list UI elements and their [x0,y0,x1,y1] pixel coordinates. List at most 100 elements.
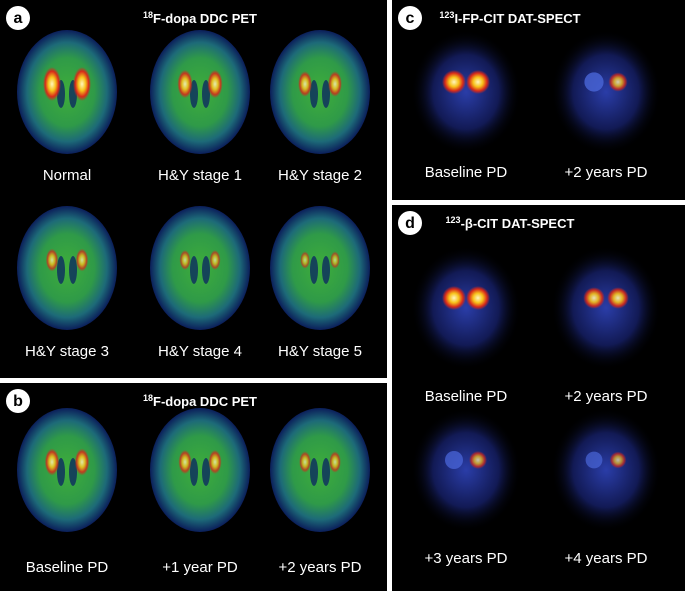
title-superscript: 123 [446,215,461,225]
ventricle [322,80,330,108]
ventricle [310,458,318,486]
brain [551,30,661,154]
ventricle [322,458,330,486]
striatum [179,250,191,270]
ventricle [190,458,198,486]
striatum [585,451,603,469]
brain [17,30,117,154]
title-superscript: 18 [143,393,153,403]
panel-label-badge [398,6,422,30]
striatum [43,67,61,101]
striatum [45,248,59,272]
striatum [329,451,341,473]
scan-image [17,206,117,330]
panel-label: b [13,393,23,410]
image-caption: +4 years PD [565,550,648,567]
striatum [207,69,223,99]
brain [411,408,521,532]
striatum [445,451,463,469]
image-caption: Baseline PD [425,164,508,181]
brain [411,30,521,154]
striatum [178,449,192,475]
brain [150,30,250,154]
title-text: I-FP-CIT DAT-SPECT [454,11,580,26]
panel-title: 123I-FP-CIT DAT-SPECT [439,10,580,26]
scan-image [150,408,250,532]
scan-image [270,206,370,330]
striatum [466,286,490,310]
brain [150,408,250,532]
striatum [466,70,490,94]
scan-image [17,30,117,154]
scan-image [411,246,521,370]
striatum [209,250,221,270]
image-caption: Normal [43,167,91,184]
striatum [298,71,312,97]
ventricle [190,256,198,284]
panel-label-badge [398,211,422,235]
striatum [608,72,628,92]
title-text: F-dopa DDC PET [153,11,257,26]
brain [270,30,370,154]
brain [17,206,117,330]
ventricle [57,256,65,284]
scan-image [411,30,521,154]
image-caption: H&Y stage 4 [158,343,242,360]
scan-image [150,30,250,154]
brain [551,408,661,532]
striatum [74,448,90,476]
ventricle [69,256,77,284]
scan-image [551,408,661,532]
scan-image [150,206,250,330]
panel-label: d [405,215,415,232]
striatum [44,448,60,476]
ventricle [310,80,318,108]
panel-label-badge [6,6,30,30]
brain [150,206,250,330]
brain [551,246,661,370]
panel-label: a [14,10,23,27]
image-caption: Baseline PD [425,388,508,405]
panel-label-badge [6,389,30,413]
image-caption: +2 years PD [565,164,648,181]
brain [270,408,370,532]
striatum [75,248,89,272]
scan-image [270,30,370,154]
brain [17,408,117,532]
striatum [469,451,487,469]
ventricle [202,458,210,486]
title-superscript: 123 [439,10,454,20]
panel-title: 18F-dopa DDC PET [143,393,257,409]
striatum [584,72,604,92]
image-caption: +1 year PD [162,559,238,576]
striatum [177,69,193,99]
panel-label: c [406,10,415,27]
scan-image [411,408,521,532]
panel-title: 123-β-CIT DAT-SPECT [446,215,575,231]
image-caption: H&Y stage 1 [158,167,242,184]
striatum [73,67,91,101]
title-superscript: 18 [143,10,153,20]
panel-title: 18F-dopa DDC PET [143,10,257,26]
ventricle [322,256,330,284]
striatum [607,287,629,309]
scan-image [270,408,370,532]
image-caption: H&Y stage 2 [278,167,362,184]
striatum [583,287,605,309]
striatum [609,451,627,469]
striatum [328,71,342,97]
striatum [330,251,340,269]
scan-image [17,408,117,532]
striatum [299,451,311,473]
scan-image [551,30,661,154]
brain [270,206,370,330]
image-caption: H&Y stage 3 [25,343,109,360]
striatum [442,286,466,310]
image-caption: +2 years PD [279,559,362,576]
title-text: -β-CIT DAT-SPECT [461,216,575,231]
ventricle [202,256,210,284]
image-caption: +2 years PD [565,388,648,405]
striatum [442,70,466,94]
title-text: F-dopa DDC PET [153,394,257,409]
